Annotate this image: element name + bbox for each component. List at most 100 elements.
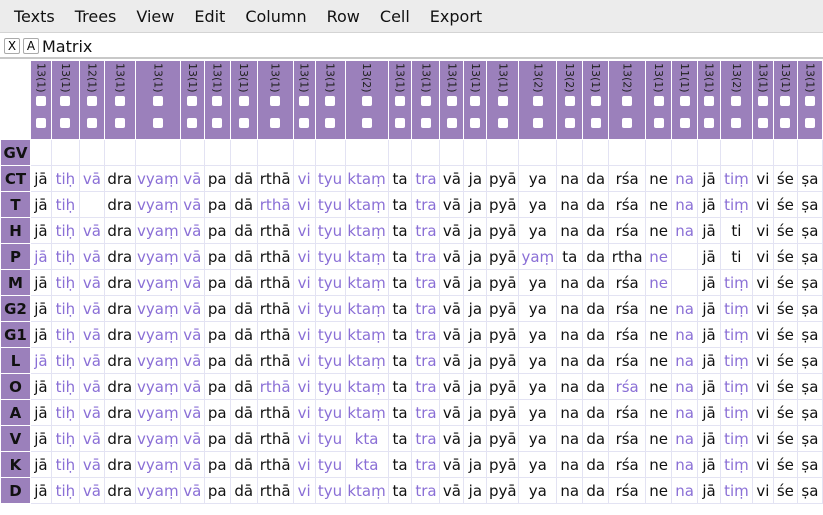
column-checkbox[interactable] [270, 118, 281, 128]
matrix-cell[interactable]: jā [29, 347, 52, 374]
matrix-cell[interactable]: ja [463, 217, 488, 244]
column-header[interactable]: 13(1) [179, 60, 205, 140]
matrix-cell[interactable]: ya [518, 269, 558, 296]
matrix-cell[interactable]: vā [78, 269, 105, 296]
matrix-cell[interactable]: dā [229, 295, 258, 322]
matrix-cell[interactable] [582, 139, 610, 166]
column-checkbox[interactable] [653, 96, 664, 106]
column-checkbox[interactable] [622, 118, 633, 128]
matrix-cell[interactable] [256, 139, 294, 166]
matrix-cell[interactable]: pyā [486, 243, 520, 270]
matrix-cell[interactable]: vā [179, 425, 205, 452]
column-checkbox[interactable] [704, 118, 715, 128]
matrix-cell[interactable]: pa [203, 321, 231, 348]
column-checkbox[interactable] [590, 96, 601, 106]
matrix-cell[interactable]: ta [387, 321, 413, 348]
column-checkbox[interactable] [114, 118, 125, 128]
matrix-cell[interactable]: dā [229, 217, 258, 244]
matrix-cell[interactable]: dā [229, 165, 258, 192]
matrix-cell[interactable]: tyu [314, 217, 346, 244]
menu-texts[interactable]: Texts [14, 6, 55, 26]
matrix-cell[interactable]: pa [203, 217, 231, 244]
matrix-cell[interactable]: dā [229, 477, 258, 504]
matrix-cell[interactable]: tyu [314, 399, 346, 426]
matrix-cell[interactable] [671, 243, 699, 270]
matrix-cell[interactable]: na [556, 477, 584, 504]
matrix-cell[interactable]: da [582, 451, 610, 478]
row-label[interactable]: A [0, 399, 31, 426]
matrix-cell[interactable]: vā [179, 295, 205, 322]
matrix-cell[interactable]: ta [387, 165, 413, 192]
matrix-cell[interactable]: vā [439, 399, 465, 426]
matrix-cell[interactable]: vā [78, 347, 105, 374]
matrix-cell[interactable]: jā [697, 347, 721, 374]
matrix-cell[interactable] [179, 139, 205, 166]
column-checkbox[interactable] [446, 118, 457, 128]
matrix-cell[interactable]: ktaṃ [344, 321, 389, 348]
matrix-cell[interactable]: dra [103, 399, 136, 426]
matrix-cell[interactable]: vā [439, 477, 465, 504]
matrix-cell[interactable]: tyu [314, 321, 346, 348]
matrix-cell[interactable]: tra [411, 347, 441, 374]
column-header[interactable]: 13(1) [50, 60, 80, 140]
matrix-cell[interactable]: jā [29, 373, 52, 400]
matrix-cell[interactable]: ya [518, 191, 558, 218]
matrix-cell[interactable]: ne [645, 373, 673, 400]
column-checkbox[interactable] [299, 118, 310, 128]
matrix-cell[interactable]: tiṃ [719, 165, 753, 192]
matrix-cell[interactable]: pyā [486, 269, 520, 296]
matrix-cell[interactable] [645, 139, 673, 166]
matrix-cell[interactable]: vyaṃ [134, 191, 181, 218]
matrix-cell[interactable]: jā [29, 217, 52, 244]
matrix-cell[interactable]: ti [719, 217, 753, 244]
column-checkbox[interactable] [497, 96, 508, 106]
matrix-cell[interactable]: ja [463, 425, 488, 452]
matrix-cell[interactable]: vi [292, 269, 316, 296]
column-checkbox[interactable] [394, 96, 405, 106]
matrix-cell[interactable]: ta [387, 399, 413, 426]
matrix-cell[interactable]: ya [518, 295, 558, 322]
matrix-cell[interactable]: rthā [256, 269, 294, 296]
row-label[interactable]: L [0, 347, 31, 374]
matrix-cell[interactable]: vā [179, 165, 205, 192]
matrix-cell[interactable]: vā [179, 243, 205, 270]
matrix-cell[interactable] [556, 139, 584, 166]
row-label[interactable]: GV [0, 139, 31, 166]
matrix-cell[interactable]: jā [29, 477, 52, 504]
matrix-cell[interactable]: da [582, 269, 610, 296]
matrix-cell[interactable] [344, 139, 389, 166]
matrix-cell[interactable] [103, 139, 136, 166]
matrix-cell[interactable]: jā [697, 425, 721, 452]
matrix-cell[interactable]: jā [29, 321, 52, 348]
matrix-cell[interactable]: vā [78, 399, 105, 426]
matrix-cell[interactable]: vā [439, 243, 465, 270]
matrix-cell[interactable]: ne [645, 451, 673, 478]
column-checkbox[interactable] [420, 118, 431, 128]
column-checkbox[interactable] [212, 96, 223, 106]
matrix-cell[interactable]: pa [203, 295, 231, 322]
matrix-cell[interactable]: tiḥ [50, 295, 80, 322]
matrix-cell[interactable]: ktaṃ [344, 347, 389, 374]
matrix-cell[interactable]: rthā [256, 165, 294, 192]
matrix-cell[interactable]: dra [103, 295, 136, 322]
matrix-cell[interactable]: rthā [256, 451, 294, 478]
matrix-cell[interactable]: ṣa [796, 451, 823, 478]
matrix-cell[interactable]: rthā [256, 347, 294, 374]
matrix-cell[interactable]: jā [29, 425, 52, 452]
matrix-cell[interactable]: tiṃ [719, 451, 753, 478]
column-header[interactable]: 13(1) [292, 60, 316, 140]
row-label[interactable]: V [0, 425, 31, 452]
matrix-cell[interactable]: na [671, 165, 699, 192]
column-checkbox[interactable] [780, 118, 791, 128]
matrix-cell[interactable]: vā [78, 321, 105, 348]
matrix-cell[interactable]: ktaṃ [344, 295, 389, 322]
matrix-cell[interactable]: na [556, 295, 584, 322]
column-checkbox[interactable] [470, 96, 481, 106]
matrix-cell[interactable]: da [582, 347, 610, 374]
column-header[interactable]: 13(1) [439, 60, 465, 140]
matrix-cell[interactable]: śe [772, 295, 798, 322]
matrix-cell[interactable]: vā [179, 451, 205, 478]
matrix-cell[interactable]: tiṃ [719, 269, 753, 296]
matrix-cell[interactable]: ṣa [796, 217, 823, 244]
matrix-cell[interactable]: rśa [608, 321, 647, 348]
